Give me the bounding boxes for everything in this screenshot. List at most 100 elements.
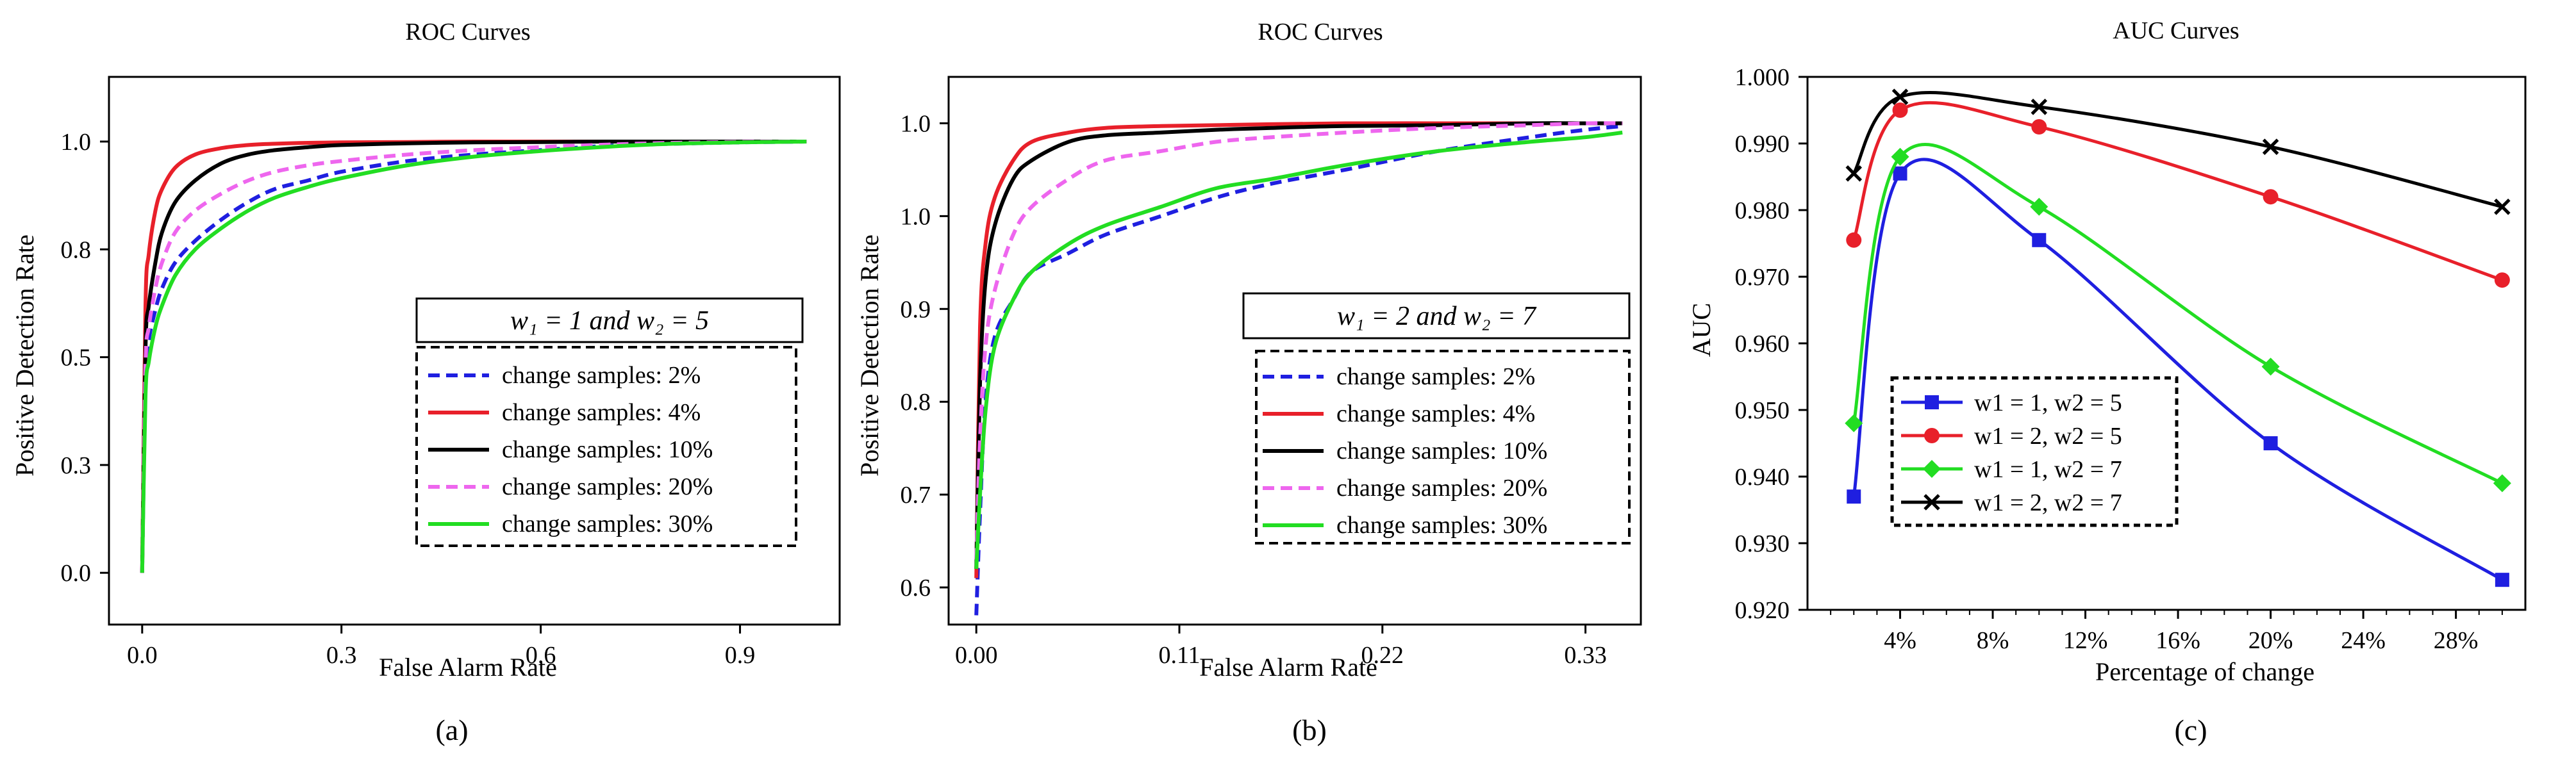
- chart-c-y-tick-label: 0.920: [1735, 597, 1790, 624]
- chart-b-x-tick-label: 0.11: [1158, 642, 1200, 669]
- chart-c-data-point: [1845, 414, 1863, 432]
- chart-c-legend: w1 = 1, w2 = 5 w1 = 2, w2 = 5 w1 = 1, w2 =…: [1890, 376, 2179, 527]
- chart-b: ROC Curves False Alarm Rate Positive Det…: [855, 19, 1642, 746]
- chart-b-legend-entries: change samples: 2% change samples: 4% chan…: [1263, 363, 1547, 539]
- chart-c-data-point: [2263, 436, 2278, 450]
- chart-a: ROC Curves False Alarm Rate Positive Det…: [10, 19, 841, 746]
- chart-c-data-point: [2262, 138, 2279, 155]
- chart-a-weights-box: [415, 297, 804, 343]
- chart-c-data-point: [2493, 474, 2511, 493]
- chart-b-y-tick-label: 0.6: [901, 575, 931, 601]
- chart-c-data-point: [2032, 233, 2047, 247]
- chart-a-y-tick-label: 0.8: [61, 236, 92, 263]
- chart-c-y-tick-label: 0.970: [1735, 264, 1790, 291]
- chart-b-xlabel: False Alarm Rate: [1199, 653, 1377, 682]
- chart-a-y-tick-label: 0.3: [61, 452, 92, 479]
- chart-a-x-tick-label: 0.6: [526, 642, 556, 669]
- chart-a-plot: 0.0 0.3 0.6 0.9 0.0 0.3 0.5 0.8 1.0: [61, 76, 841, 669]
- chart-a-ylabel: Positive Detection Rate: [10, 234, 39, 477]
- chart-b-legend: w₁ = 2 and w₂ = 7 change samples: 2%chan…: [1242, 292, 1631, 544]
- chart-a-x-tick-label: 0.3: [326, 642, 357, 669]
- chart-a-y-tick-label: 1.0: [61, 129, 92, 156]
- chart-c-x-tick-label: 4%: [1884, 627, 1916, 654]
- chart-b-legend-label: change samples: 4%: [1336, 400, 1535, 427]
- chart-a-legend-entries: change samples: 2% change samples: 4% chan…: [428, 362, 713, 537]
- chart-a-axes-frame: [108, 76, 841, 626]
- chart-c-data-point: [2494, 199, 2511, 215]
- chart-c-y-tick-label: 0.990: [1735, 131, 1790, 158]
- chart-c-data-point: [1924, 494, 1940, 511]
- chart-b-legend-label: change samples: 2%: [1336, 363, 1535, 390]
- chart-c-series-line: [1852, 101, 2503, 282]
- chart-c-data-point: [2031, 119, 2047, 135]
- chart-c-legend-label: w1 = 1, w2 = 7: [1974, 456, 2122, 483]
- chart-a-series-line: [140, 139, 807, 573]
- chart-c-x-tick-label: 24%: [2341, 627, 2386, 654]
- chart-c-x-tick-label: 16%: [2156, 627, 2200, 654]
- chart-c-data-point: [1846, 232, 1862, 248]
- chart-c-data-point: [2494, 272, 2510, 288]
- chart-c-data-point: [1924, 428, 1940, 443]
- chart-c-y-tick-label: 1.000: [1735, 64, 1790, 91]
- chart-c-plot: 4% 8% 12% 16% 20% 24% 28% 0.920 0.930 0.940 0.950 0…: [1735, 64, 2527, 654]
- chart-a-legend-label: change samples: 20%: [502, 473, 713, 500]
- chart-b-plot: 0.00 0.11 0.22 0.33 0.6 0.7 0.8 0.9 1.0 1.0: [901, 76, 1642, 669]
- chart-c-y-tick-label: 0.960: [1735, 331, 1790, 357]
- chart-c-title: AUC Curves: [2113, 17, 2239, 44]
- chart-c-data-point: [2030, 197, 2048, 216]
- chart-c-data-point: [2495, 573, 2509, 587]
- chart-a-panel-label: (a): [435, 714, 468, 746]
- chart-b-y-tick-label: 1.0: [901, 203, 931, 230]
- chart-b-y-tick-label: 0.8: [901, 389, 931, 416]
- chart-c-data-point: [1891, 147, 1909, 166]
- chart-a-y-tick-label: 0.5: [61, 345, 92, 372]
- chart-a-xlabel: False Alarm Rate: [379, 653, 557, 682]
- chart-a-weights-label: w₁ = 1 and w₂ = 5: [510, 306, 709, 336]
- chart-a-x-tick-label: 0.0: [127, 642, 158, 669]
- chart-b-x-tick-label: 0.33: [1564, 642, 1607, 669]
- chart-c-x-tick-label: 12%: [2063, 627, 2108, 654]
- chart-c: AUC Curves Percentage of change AUC (c) …: [1687, 17, 2527, 746]
- chart-c-data-point: [1847, 489, 1861, 504]
- chart-c-legend-label: w1 = 2, w2 = 7: [1974, 489, 2122, 516]
- chart-a-legend-label: change samples: 2%: [502, 362, 701, 389]
- chart-a-legend-label: change samples: 30%: [502, 511, 713, 537]
- chart-a-title: ROC Curves: [405, 19, 530, 45]
- chart-c-legend-label: w1 = 1, w2 = 5: [1974, 389, 2122, 416]
- chart-b-axes-frame: [947, 76, 1642, 626]
- chart-c-y-tick-label: 0.940: [1735, 464, 1790, 491]
- chart-b-legend-label: change samples: 30%: [1336, 512, 1547, 539]
- chart-a-y-tick-label: 0.0: [61, 560, 92, 587]
- chart-c-data-point: [2031, 99, 2048, 115]
- chart-a-legend-box: [415, 346, 797, 547]
- chart-b-legend-label: change samples: 10%: [1336, 438, 1547, 464]
- chart-b-y-tick-label: 0.9: [901, 296, 931, 323]
- chart-c-data-point: [2263, 189, 2279, 205]
- chart-c-y-tick-label: 0.930: [1735, 530, 1790, 557]
- chart-a-series-line: [140, 140, 807, 573]
- chart-b-weights-label: w₁ = 2 and w₂ = 7: [1337, 302, 1537, 331]
- chart-c-xlabel: Percentage of change: [2095, 657, 2314, 686]
- chart-c-data-point: [1845, 165, 1863, 182]
- chart-b-legend-label: change samples: 20%: [1336, 475, 1547, 502]
- chart-b-ylabel: Positive Detection Rate: [855, 234, 884, 477]
- chart-b-x-tick-label: 0.22: [1361, 642, 1404, 669]
- chart-c-ylabel: AUC: [1687, 303, 1716, 357]
- chart-b-panel-label: (b): [1292, 714, 1327, 746]
- chart-b-x-tick-label: 0.00: [955, 642, 998, 669]
- chart-b-series-line: [974, 130, 1623, 569]
- chart-c-data-point: [1892, 102, 1908, 118]
- chart-c-legend-label: w1 = 2, w2 = 5: [1974, 423, 2122, 450]
- chart-a-legend-label: change samples: 10%: [502, 436, 713, 463]
- chart-b-legend-box: [1255, 350, 1631, 544]
- chart-c-data-point: [1925, 395, 1939, 409]
- chart-c-data-point: [2261, 357, 2280, 376]
- chart-a-legend: w₁ = 1 and w₂ = 5 change samples: 2%chan…: [415, 297, 804, 547]
- chart-b-series-line: [974, 121, 1623, 569]
- chart-b-y-tick-label: 1.0: [901, 110, 931, 137]
- chart-c-panel-label: (c): [2174, 714, 2207, 746]
- chart-a-x-tick-label: 0.9: [725, 642, 756, 669]
- chart-a-legend-label: change samples: 4%: [502, 399, 701, 426]
- chart-c-x-tick-label: 8%: [1977, 627, 2009, 654]
